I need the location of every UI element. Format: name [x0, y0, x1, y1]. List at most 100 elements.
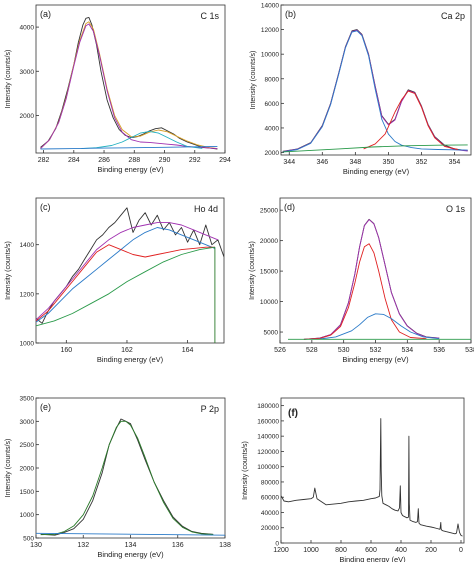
- series-fit-line: [40, 420, 214, 536]
- x-tick-label: 526: [274, 347, 286, 354]
- series-group: [282, 29, 468, 153]
- plot-frame: [35, 397, 226, 539]
- y-tick-label: 20000: [261, 525, 279, 532]
- y-tick-label: 25000: [260, 208, 278, 215]
- x-tick-label: 800: [335, 547, 347, 554]
- y-tick-label: 40000: [261, 510, 279, 517]
- series-baseline-line: [282, 144, 468, 153]
- x-tick-label: 138: [219, 542, 231, 549]
- y-tick-label: 1500: [20, 489, 35, 496]
- x-tick-label: 538: [465, 347, 474, 354]
- series-raw-line: [303, 218, 440, 340]
- y-tick-label: 60000: [261, 495, 279, 502]
- series-fit-line: [40, 21, 218, 150]
- y-tick-label: 2500: [20, 442, 35, 449]
- x-tick-label: 346: [316, 159, 328, 166]
- x-axis-label: Binding energy (eV): [97, 165, 164, 174]
- x-tick-label: 344: [283, 159, 295, 166]
- x-tick-label: 282: [38, 157, 50, 164]
- panel-label: (c): [40, 202, 51, 212]
- x-tick-label: 160: [60, 347, 72, 354]
- panel-4: 526 528 530 532 534 536 538 5000 10000 15000 20000…: [249, 197, 474, 364]
- panel-label: (d): [284, 202, 295, 212]
- y-axis-label: Intensity (counts/s): [242, 441, 249, 500]
- x-tick-label: 532: [370, 347, 382, 354]
- x-tick-label: 292: [189, 157, 201, 164]
- element-label: O 1s: [446, 204, 466, 214]
- x-axis-label: Binding energy (eV): [97, 550, 164, 559]
- x-tick-label: 288: [128, 157, 140, 164]
- x-tick-label: 200: [425, 547, 437, 554]
- series-raw-line: [40, 418, 214, 536]
- element-label: Ca 2p: [441, 11, 465, 21]
- panel-2: 344 346 348 350 352 354 2000 4000 6000 8000 10000 1…: [250, 3, 472, 176]
- x-axis-label: Binding energy (eV): [97, 355, 164, 364]
- y-tick-label: 80000: [261, 479, 279, 486]
- element-label: C 1s: [200, 11, 219, 21]
- panel-label: (b): [285, 9, 296, 19]
- x-tick-label: 536: [433, 347, 445, 354]
- y-tick-label: 10000: [260, 299, 278, 306]
- y-tick-label: 160000: [257, 418, 279, 425]
- y-tick-label: 500: [23, 536, 34, 543]
- series-component-line: [282, 30, 468, 153]
- y-tick-label: 8000: [265, 76, 280, 83]
- series-group: [36, 418, 225, 536]
- x-tick-label: 530: [338, 347, 350, 354]
- x-tick-label: 350: [383, 159, 395, 166]
- x-tick-label: 136: [172, 542, 184, 549]
- x-tick-label: 352: [416, 159, 428, 166]
- x-axis-label: Binding energy (eV): [343, 167, 410, 176]
- x-tick-label: 1000: [303, 547, 319, 554]
- panel-5: 130 132 134 136 138 500 1000 1500 2000 2500 3000 35…: [5, 396, 231, 560]
- series-component-line: [36, 227, 216, 323]
- x-tick-label: 162: [121, 347, 133, 354]
- x-tick-label: 132: [77, 542, 89, 549]
- x-tick-label: 354: [449, 159, 461, 166]
- series-group: [281, 418, 463, 537]
- y-tick-label: 10000: [261, 52, 279, 59]
- panel-label: (a): [40, 9, 51, 19]
- element-label: P 2p: [201, 404, 219, 414]
- y-tick-label: 1400: [20, 242, 35, 249]
- panel-6: 1200 1000 800 600 400 200 00200004000060000800…: [242, 397, 465, 562]
- series-group: [288, 218, 471, 340]
- x-tick-label: 286: [98, 157, 110, 164]
- x-tick-label: 130: [30, 542, 42, 549]
- panel-label: (e): [40, 402, 51, 412]
- series-component-line: [319, 313, 440, 340]
- x-tick-label: 164: [182, 347, 194, 354]
- series-component-line: [363, 90, 458, 150]
- y-tick-label: 180000: [257, 403, 279, 410]
- y-tick-label: 4000: [265, 125, 280, 132]
- y-tick-label: 3000: [20, 69, 35, 76]
- series-baseline-line: [36, 532, 225, 536]
- series-baseline-line: [36, 246, 215, 327]
- series-group: [36, 207, 224, 343]
- y-tick-label: 0: [275, 541, 279, 548]
- y-axis-label: Intensity (counts/s): [249, 241, 256, 300]
- panel-3: 160 162 164 1000 1200 1400 (c) Ho 4d Binding ene…: [5, 197, 225, 364]
- y-tick-label: 14000: [261, 3, 279, 10]
- y-tick-label: 2000: [20, 466, 35, 473]
- x-tick-label: 528: [306, 347, 318, 354]
- series-component-line: [303, 243, 427, 340]
- x-tick-label: 284: [68, 157, 80, 164]
- y-tick-label: 1000: [20, 341, 35, 348]
- y-tick-label: 15000: [260, 269, 278, 276]
- y-axis-label: Intensity (counts/s): [5, 50, 12, 109]
- panel-label: (f): [288, 408, 298, 419]
- plot-frame: [280, 4, 472, 156]
- x-axis-label: Binding energy (eV): [342, 355, 409, 364]
- series-raw-line: [36, 207, 224, 324]
- x-tick-label: 534: [401, 347, 413, 354]
- x-tick-label: 1200: [273, 547, 289, 554]
- panel-1: 282 284 286 288 290 292 294 2000 3000 4000 (a) C 1s…: [5, 4, 231, 174]
- series-fit-line: [303, 219, 440, 340]
- x-tick-label: 348: [350, 159, 362, 166]
- series-group: [40, 16, 218, 150]
- y-tick-label: 120000: [257, 449, 279, 456]
- y-tick-label: 1000: [20, 512, 35, 519]
- series-raw-line: [40, 16, 218, 150]
- plot-frame: [35, 4, 226, 154]
